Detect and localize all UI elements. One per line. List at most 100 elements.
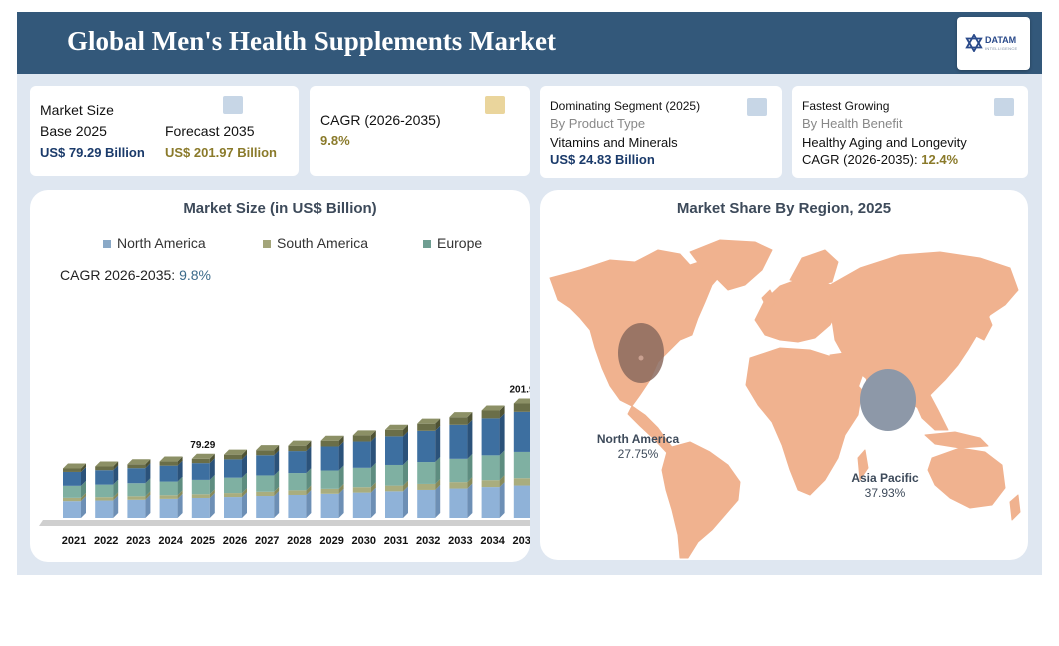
bar-segment — [256, 455, 275, 476]
fastest-segment: Healthy Aging and Longevity — [802, 135, 967, 150]
bar-segment — [159, 465, 178, 482]
japan — [975, 309, 993, 341]
bar-top — [191, 453, 215, 459]
bar-side — [467, 477, 473, 489]
bar-segment — [288, 473, 307, 491]
bar-side — [242, 488, 247, 498]
region-label-north-america: North America — [597, 432, 680, 446]
bar-side — [145, 478, 151, 497]
bar-segment — [224, 497, 242, 518]
bar-side — [306, 468, 312, 491]
bar-segment — [385, 429, 403, 437]
bar-side — [81, 496, 86, 518]
bar-side — [370, 482, 376, 493]
x-tick-label: 2022 — [94, 535, 118, 547]
bar-side — [81, 463, 86, 472]
bar-side — [338, 483, 344, 494]
bar-segment — [256, 496, 275, 518]
bar-segment — [481, 480, 500, 488]
bar-segment — [63, 471, 81, 486]
x-tick-label: 2026 — [223, 535, 247, 547]
bar-segment — [288, 494, 307, 518]
bar-side — [113, 492, 119, 501]
bar-side — [242, 449, 247, 460]
bar-segment — [191, 463, 210, 480]
market-size-card: Market Size Base 2025 Forecast 2035 US$ … — [30, 86, 299, 176]
bar-side — [370, 430, 376, 442]
bar-side — [81, 492, 86, 502]
bar-side — [403, 431, 408, 465]
bar-side — [81, 466, 86, 486]
bar-segment — [320, 470, 339, 489]
bar-side — [274, 491, 280, 518]
legend-south-america: South America — [263, 235, 368, 251]
cagr-value: 9.8% — [320, 133, 350, 148]
bar-segment — [352, 467, 371, 488]
bar-segment — [513, 451, 530, 479]
bar-segment — [481, 410, 500, 419]
bar-side — [242, 454, 247, 478]
new-zealand — [1009, 494, 1021, 521]
bar-segment — [385, 485, 403, 492]
bar-side — [209, 489, 215, 498]
bar-top — [352, 430, 376, 436]
bar-side — [403, 480, 408, 492]
x-tick-label: 2024 — [158, 535, 183, 547]
southeast-asia — [911, 394, 949, 431]
bar-segment — [352, 487, 371, 493]
bar-segment — [127, 483, 146, 497]
south-america-landmass — [661, 441, 741, 559]
bar-segment — [256, 475, 275, 492]
bar-segment — [159, 495, 178, 499]
bar-side — [467, 453, 473, 483]
bar-segment — [513, 403, 530, 412]
logo-text: DATAM — [985, 35, 1017, 45]
square-icon — [223, 96, 243, 114]
square-icon — [747, 98, 767, 116]
region-label-asia-pacific: Asia Pacific — [851, 471, 919, 485]
bar-side — [499, 450, 505, 481]
bar-top — [481, 405, 505, 411]
bar-side — [274, 486, 280, 497]
legend-north-america: North America — [103, 235, 206, 251]
logo-subtext: INTELLIGENCE — [985, 46, 1018, 51]
header-bar: Global Men's Health Supplements Market D… — [17, 12, 1042, 74]
bar-side — [435, 457, 441, 484]
x-tick-label: 2023 — [126, 535, 150, 547]
bar-side — [209, 474, 215, 495]
cagr-annotation-value: 9.8% — [179, 267, 211, 283]
bar-segment — [352, 492, 371, 518]
bar-segment — [191, 458, 210, 464]
legend-label: Europe — [437, 235, 483, 251]
base-value: US$ 79.29 Billion — [40, 145, 145, 160]
bar-side — [435, 478, 441, 490]
bar-segment — [417, 489, 436, 518]
bar-segment — [191, 494, 210, 498]
cagr-annotation-label: CAGR 2026-2035: — [60, 267, 176, 283]
bar-segment — [63, 497, 81, 502]
bar-side — [435, 418, 441, 431]
bar-segment — [288, 451, 307, 474]
data-label: 201.97 — [510, 385, 530, 396]
x-tick-label: 2031 — [384, 535, 408, 547]
bar-segment — [191, 479, 210, 495]
market-size-heading: Market Size — [40, 102, 114, 118]
bar-segment — [127, 499, 146, 518]
bar-segment — [256, 491, 275, 497]
x-tick-label: 2028 — [287, 535, 311, 547]
bar-side — [338, 435, 344, 447]
bar-segment — [352, 441, 371, 468]
bar-side — [274, 450, 280, 476]
bar-segment — [385, 436, 403, 465]
bar-top — [95, 461, 119, 467]
x-tick-label: 2033 — [448, 535, 472, 547]
fastest-cagr-label: CAGR (2026-2035): — [802, 152, 918, 167]
square-icon — [994, 98, 1014, 116]
bar-side — [370, 436, 376, 468]
dominating-value: US$ 24.83 Billion — [550, 152, 655, 167]
map-land — [549, 239, 1021, 559]
bar-side — [499, 482, 505, 518]
x-tick-label: 2027 — [255, 535, 279, 547]
bar-side — [370, 487, 376, 518]
bar-segment — [159, 481, 178, 496]
